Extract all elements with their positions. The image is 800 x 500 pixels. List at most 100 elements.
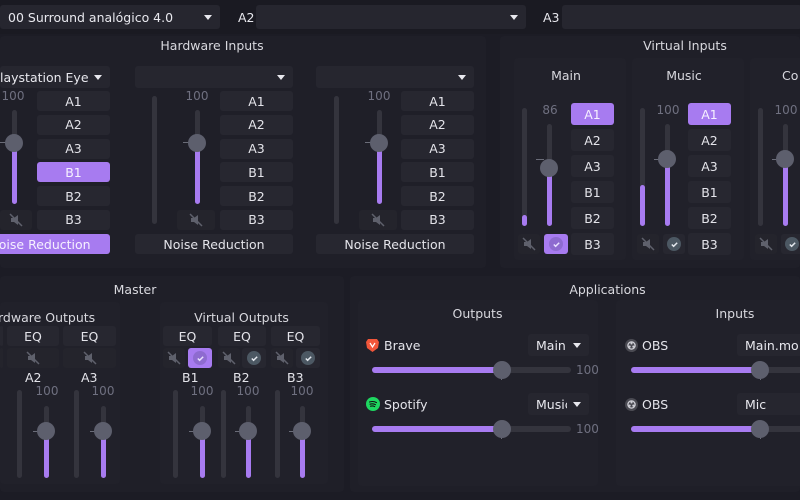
hw-output-a2-volume-knob[interactable]	[37, 422, 55, 440]
virtual-input-main-volume-value: 86	[542, 103, 558, 117]
virtual-input-co-volume-knob[interactable]	[776, 150, 794, 168]
virtual-input-co-mute-button[interactable]	[755, 234, 777, 254]
hw-input-2-route-b2[interactable]: B2	[220, 186, 293, 207]
virtual-output-b3-eq-button[interactable]: EQ	[271, 326, 320, 346]
hw-input-3-volume-value: 100	[367, 89, 391, 103]
virtual-input-main-volume-knob[interactable]	[540, 159, 558, 177]
hw-input-3-route-b1[interactable]: B1	[401, 162, 474, 183]
hw-input-3-device-dropdown[interactable]	[316, 66, 474, 88]
speaker-muted-icon	[222, 351, 236, 365]
virtual-input-main-name: Main	[551, 68, 581, 83]
hw-input-3-volume-knob[interactable]	[370, 134, 388, 152]
virtual-input-main-route-b3[interactable]: B3	[571, 233, 614, 255]
virtual-input-music-mute-button[interactable]	[637, 234, 659, 254]
app-output-2-volume-knob[interactable]	[493, 420, 511, 438]
virtual-input-main-route-a1[interactable]: A1	[571, 103, 614, 125]
virtual-input-main-enable-toggle[interactable]	[544, 234, 568, 254]
hw-input-1-volume-knob[interactable]	[5, 134, 23, 152]
hw-input-1-route-a2[interactable]: A2	[37, 114, 110, 135]
chevron-down-icon	[277, 74, 285, 80]
virtual-input-main-route-a3[interactable]: A3	[571, 155, 614, 177]
hw-output-a1-mute-button[interactable]	[0, 348, 3, 368]
virtual-output-b1-mute-button[interactable]	[163, 348, 185, 368]
hw-input-1-route-a3[interactable]: A3	[37, 138, 110, 159]
virtual-output-b1-eq-button[interactable]: EQ	[163, 326, 212, 346]
virtual-input-music-volume-knob[interactable]	[658, 150, 676, 168]
virtual-input-main-route-b2[interactable]: B2	[571, 207, 614, 229]
hw-output-a3-label: A3	[81, 370, 98, 385]
hw-output-a2-mute-button[interactable]	[7, 348, 59, 368]
virtual-output-b2-mute-button[interactable]	[218, 348, 240, 368]
hw-input-2-noise-reduction-button[interactable]: Noise Reduction	[135, 234, 293, 254]
hw-output-a2-eq-button[interactable]: EQ	[7, 326, 59, 346]
check-icon	[667, 237, 681, 251]
app-input-2-volume-knob[interactable]	[751, 420, 769, 438]
hw-input-1-route-b2[interactable]: B2	[37, 186, 110, 207]
hw-input-1-mute-button[interactable]	[0, 210, 32, 230]
hardware-outputs-title: rdware Outputs	[0, 310, 96, 325]
a1-device-dropdown[interactable]: 00 Surround analógico 4.0	[0, 5, 220, 29]
virtual-output-b2-enable-toggle[interactable]	[242, 348, 266, 368]
virtual-input-main-mute-button[interactable]	[518, 234, 540, 254]
app-output-1-target-dropdown[interactable]: Main	[528, 334, 589, 356]
hw-input-3-mute-button[interactable]	[359, 210, 397, 230]
virtual-output-b1-volume-knob[interactable]	[193, 422, 211, 440]
virtual-output-b3-volume-knob[interactable]	[293, 422, 311, 440]
hw-input-2-route-b3[interactable]: B3	[220, 209, 293, 230]
virtual-input-music-route-a2[interactable]: A2	[688, 129, 731, 151]
hw-input-2-route-a1[interactable]: A1	[220, 91, 293, 111]
virtual-output-b2-eq-button[interactable]: EQ	[218, 326, 266, 346]
hw-input-1-route-b1[interactable]: B1	[37, 162, 110, 183]
hw-input-1-device-dropdown[interactable]: laystation Eye...	[0, 66, 110, 88]
hw-input-3-volume-fill	[377, 143, 382, 204]
hw-output-a2-volume-value: 100	[35, 384, 59, 398]
virtual-input-co-enable-toggle[interactable]	[781, 234, 800, 254]
hw-input-1-volume-fill	[12, 143, 17, 204]
hw-input-3-route-b2[interactable]: B2	[401, 186, 474, 207]
virtual-input-music-enable-toggle[interactable]	[663, 234, 685, 254]
virtual-input-music-route-a1[interactable]: A1	[688, 103, 731, 125]
hw-input-2-route-a3[interactable]: A3	[220, 138, 293, 159]
app-input-2-target-dropdown[interactable]: Mic	[737, 393, 800, 415]
app-input-1-target-dropdown[interactable]: Main.mon	[737, 334, 800, 356]
app-output-2-target-dropdown[interactable]: Music	[528, 393, 589, 415]
hw-input-3-routes: A1 A2 A3 B1 B2 B3	[401, 91, 474, 230]
hw-output-a3-mute-button[interactable]	[63, 348, 116, 368]
hw-input-1-route-a1[interactable]: A1	[37, 91, 110, 111]
hw-input-2-route-a2[interactable]: A2	[220, 114, 293, 135]
virtual-input-music-route-b1[interactable]: B1	[688, 181, 731, 203]
hw-input-3-route-a1[interactable]: A1	[401, 91, 474, 111]
hw-input-2-device-dropdown[interactable]	[135, 66, 293, 88]
virtual-input-music-route-b3[interactable]: B3	[688, 233, 731, 255]
app-outputs-title: Outputs	[452, 306, 503, 321]
a2-device-dropdown[interactable]	[256, 5, 526, 29]
speaker-muted-icon	[189, 213, 203, 227]
hw-output-a1-eq-button[interactable]	[0, 326, 3, 346]
hw-input-2-volume-knob[interactable]	[188, 134, 206, 152]
hw-input-1-noise-reduction-button[interactable]: Noise Reduction	[0, 234, 110, 254]
virtual-input-main-route-a2[interactable]: A2	[571, 129, 614, 151]
virtual-input-main-route-b1[interactable]: B1	[571, 181, 614, 203]
app-input-1-volume-knob[interactable]	[751, 361, 769, 379]
hw-input-3-route-a2[interactable]: A2	[401, 114, 474, 135]
virtual-input-music-route-a3[interactable]: A3	[688, 155, 731, 177]
hw-input-1-route-b3[interactable]: B3	[37, 209, 110, 230]
virtual-input-music-route-b2[interactable]: B2	[688, 207, 731, 229]
hw-input-3-route-b3[interactable]: B3	[401, 209, 474, 230]
virtual-output-b3-enable-toggle[interactable]	[296, 348, 320, 368]
hw-input-3-route-a3[interactable]: A3	[401, 138, 474, 159]
hw-input-2-volume-value: 100	[185, 89, 209, 103]
virtual-output-b3-mute-button[interactable]	[271, 348, 293, 368]
speaker-muted-icon	[26, 351, 40, 365]
virtual-output-b2-volume-knob[interactable]	[239, 422, 257, 440]
hw-output-a3-meter	[74, 390, 79, 478]
virtual-output-b1-enable-toggle[interactable]	[188, 348, 212, 368]
hw-input-2-route-b1[interactable]: B1	[220, 162, 293, 183]
app-output-1-volume-knob[interactable]	[493, 361, 511, 379]
hw-output-a3-eq-button[interactable]: EQ	[63, 326, 116, 346]
hw-input-3-noise-reduction-button[interactable]: Noise Reduction	[316, 234, 474, 254]
hw-output-a3-volume-knob[interactable]	[94, 422, 112, 440]
hw-input-2-mute-button[interactable]	[177, 210, 215, 230]
a3-device-dropdown[interactable]	[562, 5, 800, 29]
